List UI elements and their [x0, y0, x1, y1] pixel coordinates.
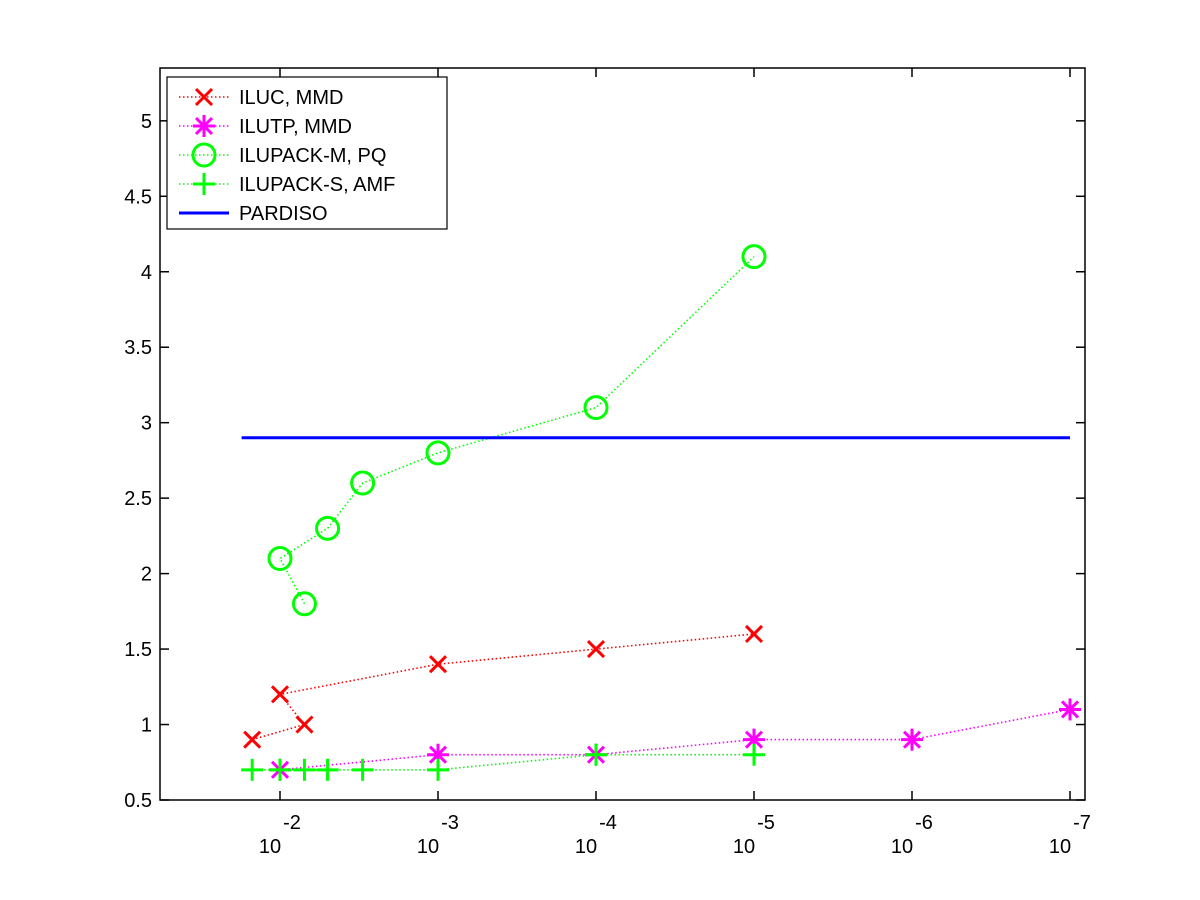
- data-point: [269, 758, 291, 781]
- y-tick-label: 5: [141, 111, 152, 133]
- data-point: [586, 640, 606, 659]
- series-group: [241, 244, 1081, 781]
- x-tick-label-exponent: -5: [757, 812, 775, 834]
- data-point: [743, 743, 765, 766]
- tick-labels: 0.511.522.533.544.5510-210-310-410-510-6…: [124, 111, 1091, 858]
- data-point: [744, 624, 764, 644]
- data-point: [316, 758, 339, 781]
- x-tick-label-base: 10: [891, 836, 913, 858]
- x-tick-label-exponent: -2: [283, 812, 301, 834]
- series-line: [279, 708, 1071, 771]
- x-tick-label-base: 10: [733, 836, 755, 858]
- data-point: [585, 743, 607, 766]
- axis-ticks: [160, 68, 1085, 801]
- data-point: [241, 758, 264, 781]
- x-tick-label-exponent: -6: [915, 812, 933, 834]
- legend-entry: ILUC, MMD: [179, 87, 343, 109]
- x-tick-label-base: 10: [575, 836, 597, 858]
- legend-entry: ILUPACK-S, AMF: [179, 173, 395, 196]
- y-tick-label: 2: [141, 564, 152, 586]
- data-point: [291, 591, 317, 617]
- data-point: [901, 728, 923, 751]
- y-tick-label: 0.5: [124, 790, 152, 812]
- data-point: [293, 758, 316, 781]
- y-tick-label: 2.5: [124, 488, 152, 510]
- data-point: [270, 685, 290, 704]
- legend-entry: ILUPACK-M, PQ: [179, 142, 386, 168]
- series-line: [278, 256, 755, 605]
- legend-label: PARDISO: [239, 203, 328, 225]
- x-tick-label-exponent: -4: [599, 812, 617, 834]
- data-point: [741, 244, 767, 270]
- data-point: [295, 715, 314, 734]
- series-line: [251, 633, 755, 741]
- data-point: [743, 728, 765, 751]
- y-tick-label: 1.5: [124, 639, 152, 661]
- x-tick-label-exponent: -3: [441, 812, 459, 834]
- series-1: [243, 624, 764, 749]
- data-point: [267, 546, 293, 572]
- data-point: [425, 440, 451, 466]
- x-tick-label-base: 10: [259, 836, 281, 858]
- series-4: [241, 743, 765, 781]
- y-tick-label: 3.5: [124, 337, 152, 359]
- y-tick-label: 4: [141, 262, 152, 284]
- data-point: [315, 515, 341, 541]
- legend-label: ILUC, MMD: [239, 87, 343, 109]
- data-point: [427, 758, 449, 781]
- legend-label: ILUPACK-S, AMF: [239, 174, 395, 196]
- plot-area-frame: [159, 67, 1086, 801]
- y-tick-label: 4.5: [124, 186, 152, 208]
- y-tick-label: 1: [141, 715, 152, 737]
- legend-entry: ILUTP, MMD: [179, 115, 352, 138]
- series-3: [267, 244, 767, 617]
- data-point: [1059, 698, 1081, 721]
- legend-label: ILUTP, MMD: [239, 116, 352, 138]
- legend-entry: PARDISO: [179, 203, 328, 225]
- data-point: [428, 655, 448, 674]
- legend-label: ILUPACK-M, PQ: [239, 145, 386, 167]
- data-point: [243, 730, 262, 749]
- x-tick-label-base: 10: [417, 836, 439, 858]
- series-2: [269, 698, 1081, 781]
- data-point: [350, 470, 376, 496]
- x-tick-label-exponent: -7: [1073, 812, 1091, 834]
- data-point: [583, 395, 609, 421]
- y-tick-label: 3: [141, 413, 152, 435]
- x-tick-label-base: 10: [1049, 836, 1071, 858]
- data-point: [351, 758, 374, 781]
- legend: ILUC, MMD ILUTP, MMD ILUPACK-M, PQ ILUPACK-…: [166, 76, 448, 230]
